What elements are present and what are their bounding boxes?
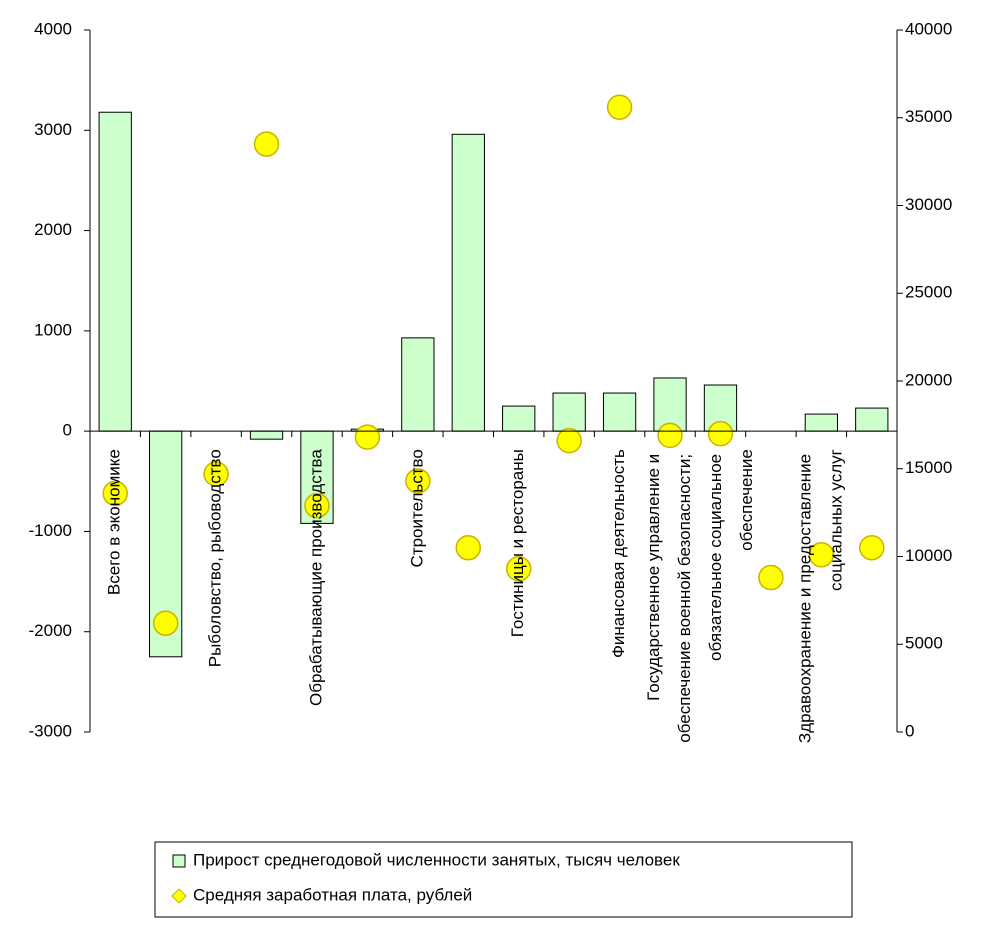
bar [249, 430, 284, 440]
y2-tick-label: 40000 [905, 19, 952, 38]
bar [855, 407, 889, 432]
point [102, 480, 128, 507]
y2-tick-label: 35000 [905, 107, 952, 126]
point [354, 424, 381, 450]
point [556, 427, 582, 454]
bar [451, 133, 485, 432]
y-tick-label: 1000 [34, 320, 72, 339]
bar [552, 392, 586, 432]
x-tick-label: Финансовая деятельность [609, 449, 628, 658]
y2-tick-label: 0 [905, 721, 914, 740]
y-tick-label: -2000 [29, 621, 72, 640]
x-tick-label: Государственное управление и обеспечение… [645, 449, 757, 743]
legend-swatch [171, 888, 187, 904]
y2-tick-label: 15000 [905, 458, 952, 477]
bar [401, 337, 435, 432]
point [758, 564, 784, 591]
x-tick-label: Всего в экономике [105, 449, 124, 595]
point [657, 422, 683, 449]
point [203, 461, 229, 487]
y2-tick-label: 20000 [905, 370, 952, 389]
y2-tick-label: 25000 [905, 283, 952, 302]
point [808, 541, 835, 568]
point [304, 492, 330, 519]
y-tick-label: 4000 [34, 19, 72, 38]
x-tick-label: Обрабатывающие производства [306, 449, 325, 706]
x-tick-label: Строительство [407, 449, 426, 567]
bar [602, 392, 637, 432]
y-tick-label: -1000 [29, 521, 72, 540]
x-tick-label: Рыболовство, рыбоводство [206, 449, 225, 667]
bar [98, 111, 132, 432]
y-tick-label: 2000 [34, 220, 72, 239]
legend-label: Прирост среднегодовой численности заняты… [193, 850, 680, 869]
legend-box [154, 841, 853, 918]
x-tick-label: Здравоохранение и предоставление социаль… [796, 449, 846, 743]
point [405, 468, 431, 494]
legend-swatch [172, 854, 186, 868]
point [152, 610, 179, 636]
point [707, 420, 734, 447]
point [606, 94, 633, 120]
y-tick-label: -3000 [29, 721, 72, 740]
y2-tick-label: 5000 [905, 634, 943, 653]
point [253, 131, 280, 157]
point [859, 534, 885, 561]
y2-tick-label: 30000 [905, 195, 952, 214]
point [505, 556, 532, 582]
y2-tick-label: 10000 [905, 546, 952, 565]
legend-label: Средняя заработная плата, рублей [193, 885, 472, 904]
bar [502, 405, 536, 432]
y-tick-label: 0 [63, 421, 72, 440]
y-tick-label: 3000 [34, 120, 72, 139]
point [455, 534, 482, 561]
bar [804, 413, 838, 432]
x-tick-label: Гостиницы и рестораны [508, 449, 527, 637]
